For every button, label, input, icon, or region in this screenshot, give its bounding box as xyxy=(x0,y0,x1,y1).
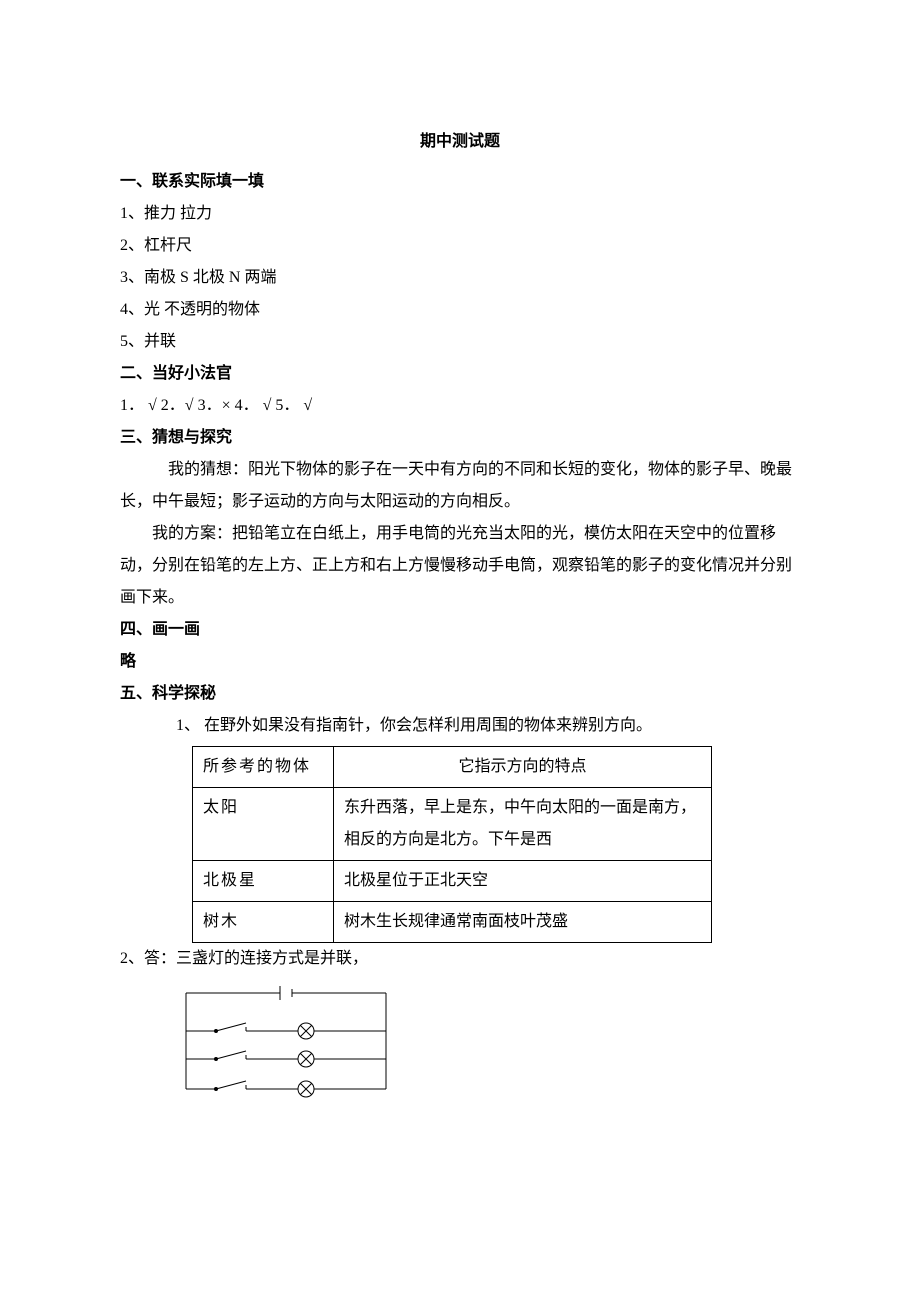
s1-item-2: 2、杠杆尺 xyxy=(120,230,800,262)
s5-q1-block: 1、 在野外如果没有指南针，你会怎样利用周围的物体来辨别方向。 所参考的物体 它… xyxy=(176,710,800,943)
s1-item-4: 4、光 不透明的物体 xyxy=(120,294,800,326)
s1-item-1: 1、推力 拉力 xyxy=(120,198,800,230)
table-cell-desc: 树木生长规律通常南面枝叶茂盛 xyxy=(334,902,712,943)
section-5-heading: 五、科学探秘 xyxy=(120,678,800,710)
s2-answers: 1． √ 2．√ 3．× 4． √ 5． √ xyxy=(120,390,800,422)
table-row: 太阳 东升西落，早上是东，中午向太阳的一面是南方，相反的方向是北方。下午是西 xyxy=(193,788,712,861)
table-row: 北极星 北极星位于正北天空 xyxy=(193,861,712,902)
circuit-diagram xyxy=(176,981,800,1113)
direction-table: 所参考的物体 它指示方向的特点 太阳 东升西落，早上是东，中午向太阳的一面是南方… xyxy=(192,746,712,943)
table-head-right: 它指示方向的特点 xyxy=(334,747,712,788)
section-2-heading: 二、当好小法官 xyxy=(120,358,800,390)
table-cell-obj: 太阳 xyxy=(193,788,334,861)
table-cell-obj: 北极星 xyxy=(193,861,334,902)
table-cell-desc: 北极星位于正北天空 xyxy=(334,861,712,902)
table-cell-desc: 东升西落，早上是东，中午向太阳的一面是南方，相反的方向是北方。下午是西 xyxy=(334,788,712,861)
table-head-left: 所参考的物体 xyxy=(193,747,334,788)
page-title: 期中测试题 xyxy=(120,126,800,158)
table-row: 所参考的物体 它指示方向的特点 xyxy=(193,747,712,788)
table-cell-obj: 树木 xyxy=(193,902,334,943)
s1-item-5: 5、并联 xyxy=(120,326,800,358)
section-3-heading: 三、猜想与探究 xyxy=(120,422,800,454)
s5-q2: 2、答：三盏灯的连接方式是并联， xyxy=(120,943,800,975)
s3-plan: 我的方案：把铅笔立在白纸上，用手电筒的光充当太阳的光，模仿太阳在天空中的位置移动… xyxy=(120,518,800,614)
s4-body: 略 xyxy=(120,646,800,678)
circuit-svg xyxy=(176,981,396,1101)
s5-q1-intro: 1、 在野外如果没有指南针，你会怎样利用周围的物体来辨别方向。 xyxy=(176,710,800,742)
section-4-heading: 四、画一画 xyxy=(120,614,800,646)
s3-guess: 我的猜想：阳光下物体的影子在一天中有方向的不同和长短的变化，物体的影子早、晚最长… xyxy=(120,454,800,518)
document-page: 期中测试题 一、联系实际填一填 1、推力 拉力 2、杠杆尺 3、南极 S 北极 … xyxy=(0,0,920,1302)
section-1-heading: 一、联系实际填一填 xyxy=(120,166,800,198)
s1-item-3: 3、南极 S 北极 N 两端 xyxy=(120,262,800,294)
table-row: 树木 树木生长规律通常南面枝叶茂盛 xyxy=(193,902,712,943)
